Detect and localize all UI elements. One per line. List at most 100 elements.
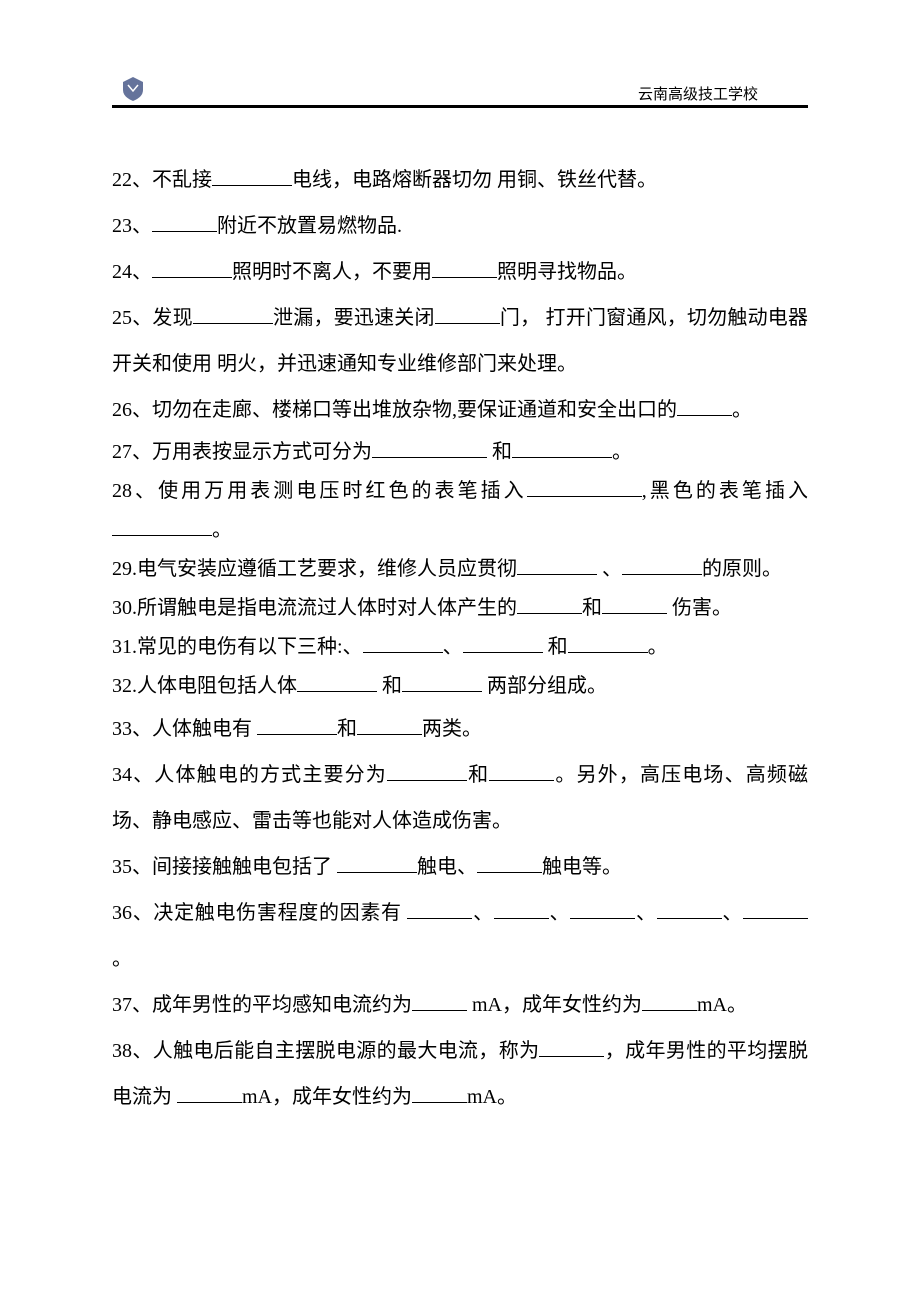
blank-fill [257,717,337,735]
q30-text-1: 30.所谓触电是指电流流过人体时对人体产生的 [112,597,517,619]
blank-fill [568,635,648,653]
q35-text-3: 触电等。 [542,856,622,878]
question-38: 38、人触电后能自主摆脱电源的最大电流，称为，成年男性的平均摆脱电流为 mA，成… [112,1028,808,1120]
q38-text-4: mA。 [467,1086,517,1108]
blank-fill [432,260,497,278]
document-page: 云南高级技工学校 22、不乱接 电线，电路熔断器切勿 用铜、铁丝代替。 23、 附近… [0,0,920,1180]
q33-text-2: 和 [337,718,357,740]
blank-fill [657,901,722,919]
blank-fill [477,855,542,873]
q26-text-1: 26、切勿在走廊、楼梯口等出堆放杂物,要保证通道和安全出口的 [112,399,677,421]
q35-text-2: 触电、 [417,856,477,878]
blank-fill [602,596,667,614]
q32-text-1: 32.人体电阻包括人体 [112,675,297,697]
q34-text-2: 和 [467,764,489,786]
q24-text-3: 照明寻找物品。 [497,261,637,283]
q31-text-4: 。 [648,636,668,658]
q35-text-1: 35、间接接触触电包括了 [112,856,337,878]
question-37: 37、成年男性的平均感知电流约为 mA，成年女性约为 mA。 [112,982,808,1028]
q27-text-3: 。 [612,441,632,463]
q30-text-3: 伤害。 [667,597,732,619]
question-24: 24、 照明时不离人，不要用 照明寻找物品。 [112,249,808,295]
q38-text-3: mA，成年女性约为 [242,1086,412,1108]
question-33: 33、人体触电有 和两类。 [112,706,808,752]
blank-fill [152,260,232,278]
q31-text-3: 和 [543,636,568,658]
blank-fill [494,901,549,919]
blank-fill [337,855,417,873]
question-27: 27、万用表按显示方式可分为 和 。 [112,433,808,472]
q23-text-2: 附近不放置易燃物品. [217,215,402,237]
q27-text-2: 和 [487,441,512,463]
q27-text-1: 27、万用表按显示方式可分为 [112,441,372,463]
blank-fill [357,717,422,735]
q31-text-2: 、 [443,636,463,658]
blank-fill [570,901,635,919]
blank-fill [212,168,292,186]
q25-text-1: 25、发现 [112,307,193,329]
question-28: 28、使用万用表测电压时红色的表笔插入 ,黑色的表笔插入 。 [112,472,808,550]
q38-text-1: 38、人触电后能自主摆脱电源的最大电流，称为 [112,1040,539,1062]
blank-fill [435,306,500,324]
question-35: 35、间接接触触电包括了 触电、 触电等。 [112,844,808,890]
question-30: 30.所谓触电是指电流流过人体时对人体产生的 和 伤害。 [112,589,808,628]
q36-text-1: 36、决定触电伤害程度的因素有 [112,902,407,924]
question-23: 23、 附近不放置易燃物品. [112,203,808,249]
q28-text-3: 。 [212,519,232,541]
school-name-label: 云南高级技工学校 [638,83,758,104]
q28-text-1: 28、使用万用表测电压时红色的表笔插入 [112,480,527,502]
blank-fill [517,557,597,575]
q25-text-2: 泄漏，要迅速关闭 [273,307,435,329]
blank-fill [512,440,612,458]
q29-text-3: 的原则。 [702,558,782,580]
q37-text-3: mA。 [697,994,747,1016]
question-29: 29.电气安装应遵循工艺要求，维修人员应贯彻 、的原则。 [112,550,808,589]
blank-fill [677,398,732,416]
header-divider [112,105,808,108]
blank-fill [489,763,554,781]
q32-text-2: 和 [377,675,402,697]
q22-text-1: 22、不乱接 [112,169,212,191]
school-logo-icon [120,75,146,108]
q22-text-2: 电线，电路熔断器切勿 用铜、铁丝代替。 [292,169,657,191]
blank-fill [152,214,217,232]
blank-fill [463,635,543,653]
q23-text-1: 23、 [112,215,152,237]
question-26: 26、切勿在走廊、楼梯口等出堆放杂物,要保证通道和安全出口的 。 [112,387,808,433]
question-25: 25、发现泄漏，要迅速关闭门， 打开门窗通风，切勿触动电器开关和使用 明火，并迅… [112,295,808,387]
blank-fill [372,440,487,458]
q36-text-2: 、 [472,902,493,924]
q36-text-4: 、 [635,902,656,924]
q37-text-2: mA，成年女性约为 [467,994,642,1016]
q32-text-3: 两部分组成。 [482,675,607,697]
blank-fill [363,635,443,653]
question-36: 36、决定触电伤害程度的因素有 、、、、。 [112,890,808,982]
blank-fill [177,1085,242,1103]
blank-fill [642,993,697,1011]
blank-fill [402,674,482,692]
q36-text-6: 。 [112,948,132,970]
q26-text-2: 。 [732,399,752,421]
q24-text-2: 照明时不离人，不要用 [232,261,432,283]
blank-fill [193,306,273,324]
blank-fill [407,901,472,919]
blank-fill [412,993,467,1011]
blank-fill [112,518,212,536]
q37-text-1: 37、成年男性的平均感知电流约为 [112,994,412,1016]
q28-text-2: ,黑色的表笔插入 [642,480,808,502]
blank-fill [412,1085,467,1103]
q24-text-1: 24、 [112,261,152,283]
q29-text-2: 、 [597,558,622,580]
q30-text-2: 和 [582,597,602,619]
q36-text-3: 、 [549,902,570,924]
q31-text-1: 31.常见的电伤有以下三种:、 [112,636,363,658]
page-header: 云南高级技工学校 [112,75,808,107]
blank-fill [517,596,582,614]
q34-text-1: 34、人体触电的方式主要分为 [112,764,387,786]
question-31: 31.常见的电伤有以下三种:、 、 和 。 [112,628,808,667]
blank-fill [297,674,377,692]
blank-fill [743,901,808,919]
question-32: 32.人体电阻包括人体 和 两部分组成。 [112,667,808,706]
question-34: 34、人体触电的方式主要分为和。另外，高压电场、高频磁场、静电感应、雷击等也能对… [112,752,808,844]
q33-text-3: 两类。 [422,718,482,740]
